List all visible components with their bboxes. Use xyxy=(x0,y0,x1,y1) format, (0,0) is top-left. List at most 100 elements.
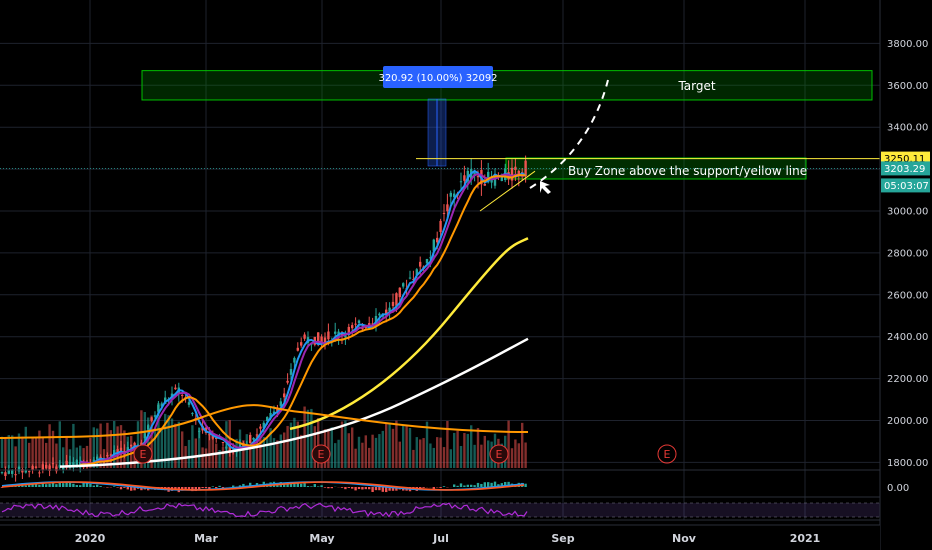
candle-body xyxy=(371,323,374,325)
candle-body xyxy=(412,279,415,281)
volume-bar xyxy=(157,402,160,468)
macd-histogram xyxy=(432,487,435,489)
volume-ma xyxy=(0,404,529,439)
candle-body xyxy=(65,460,68,466)
macd-histogram xyxy=(14,486,17,487)
volume-bar xyxy=(194,438,197,468)
macd-histogram xyxy=(364,487,367,490)
candle-body xyxy=(24,469,27,473)
time-tick-label: May xyxy=(309,532,334,545)
candle-body xyxy=(130,444,133,447)
macd-histogram xyxy=(317,486,320,487)
macd-histogram xyxy=(28,483,31,487)
volume-bar xyxy=(272,438,276,468)
macd-histogram xyxy=(218,485,221,487)
price-tick-label: 3400.00 xyxy=(887,123,928,134)
time-axis[interactable]: 2020 Mar May Jul Sep Nov 2021 xyxy=(0,524,880,550)
candle-body xyxy=(432,239,435,252)
macd-histogram xyxy=(38,484,41,487)
macd-histogram xyxy=(191,487,194,492)
volume-bar xyxy=(164,413,167,468)
candle-body xyxy=(300,342,303,346)
volume-bar xyxy=(58,421,61,468)
oscillator-tick-label: 0.00 xyxy=(887,483,909,494)
candle-body xyxy=(21,469,24,473)
candle-body xyxy=(109,454,112,456)
price-tick-label: 2000.00 xyxy=(887,416,928,427)
candle-body xyxy=(429,257,432,259)
volume-bar xyxy=(208,431,211,468)
time-tick-label: 2020 xyxy=(75,532,106,545)
candle-body xyxy=(368,323,371,327)
candles xyxy=(0,155,527,482)
candle-body xyxy=(374,315,378,323)
candle-body xyxy=(157,404,160,412)
macd-histogram xyxy=(374,487,378,491)
candle-body xyxy=(276,408,279,412)
candle-body xyxy=(364,327,367,329)
price-axis[interactable]: 3800.003600.003400.003200.003000.002800.… xyxy=(879,0,932,550)
macd-histogram xyxy=(106,487,109,488)
volume-bar xyxy=(55,443,58,468)
price-tick-label: 2200.00 xyxy=(887,374,928,385)
candle-body xyxy=(160,403,163,407)
price-tick-label: 3800.00 xyxy=(887,39,928,50)
macd-histogram xyxy=(493,481,497,487)
arrow-icon xyxy=(540,181,551,194)
volume-bar xyxy=(354,448,357,468)
macd-histogram xyxy=(92,485,95,487)
volume-bar xyxy=(480,444,483,468)
volume-bar xyxy=(72,423,75,468)
volume-bar xyxy=(41,436,44,468)
candle-body xyxy=(7,469,10,474)
volume-bar xyxy=(306,409,310,468)
volume-bar xyxy=(283,432,286,468)
candle-body xyxy=(388,307,391,312)
candle-body xyxy=(221,441,225,443)
macd-histogram xyxy=(368,487,371,490)
buy-zone-label: Buy Zone above the support/yellow line xyxy=(568,164,807,178)
macd-histogram xyxy=(340,487,344,488)
candle-body xyxy=(493,174,497,186)
candle-body xyxy=(289,369,293,375)
volume-bar xyxy=(14,446,17,468)
candle-body xyxy=(357,320,361,324)
macd-histogram xyxy=(395,487,398,491)
volume-bar xyxy=(293,417,296,468)
candle-body xyxy=(150,417,153,421)
macd-histogram xyxy=(232,485,235,487)
volume-bar xyxy=(296,421,299,468)
macd-histogram xyxy=(357,487,361,490)
candle-body xyxy=(286,380,289,383)
volume-bar xyxy=(211,435,214,468)
volume-bar xyxy=(507,420,510,468)
volume-bar xyxy=(344,420,347,468)
price-tag-label: 3250.11 xyxy=(884,154,925,165)
macd-histogram xyxy=(391,487,395,491)
price-tag xyxy=(881,161,930,176)
volume-bar xyxy=(459,445,463,468)
volume-bar xyxy=(487,440,490,468)
macd-histogram xyxy=(323,487,327,488)
ma-orange xyxy=(80,173,526,466)
macd-histogram xyxy=(286,482,289,487)
volume-bar xyxy=(385,423,388,468)
volume-bar xyxy=(371,434,374,468)
candle-body xyxy=(279,401,282,407)
macd-histogram xyxy=(198,487,201,489)
candle-body xyxy=(249,434,252,444)
candle-body xyxy=(378,313,381,316)
candle-body xyxy=(303,334,306,339)
macd-histogram xyxy=(463,485,466,487)
volume-bar xyxy=(402,426,405,468)
volume-bar xyxy=(92,427,95,468)
candle-body xyxy=(398,287,401,298)
macd-histogram xyxy=(470,484,473,487)
price-tag xyxy=(881,178,930,193)
macd-histogram xyxy=(249,482,252,487)
volume-bar xyxy=(218,449,221,468)
target-zone-label: Target xyxy=(677,79,715,93)
macd-histogram xyxy=(24,485,27,487)
